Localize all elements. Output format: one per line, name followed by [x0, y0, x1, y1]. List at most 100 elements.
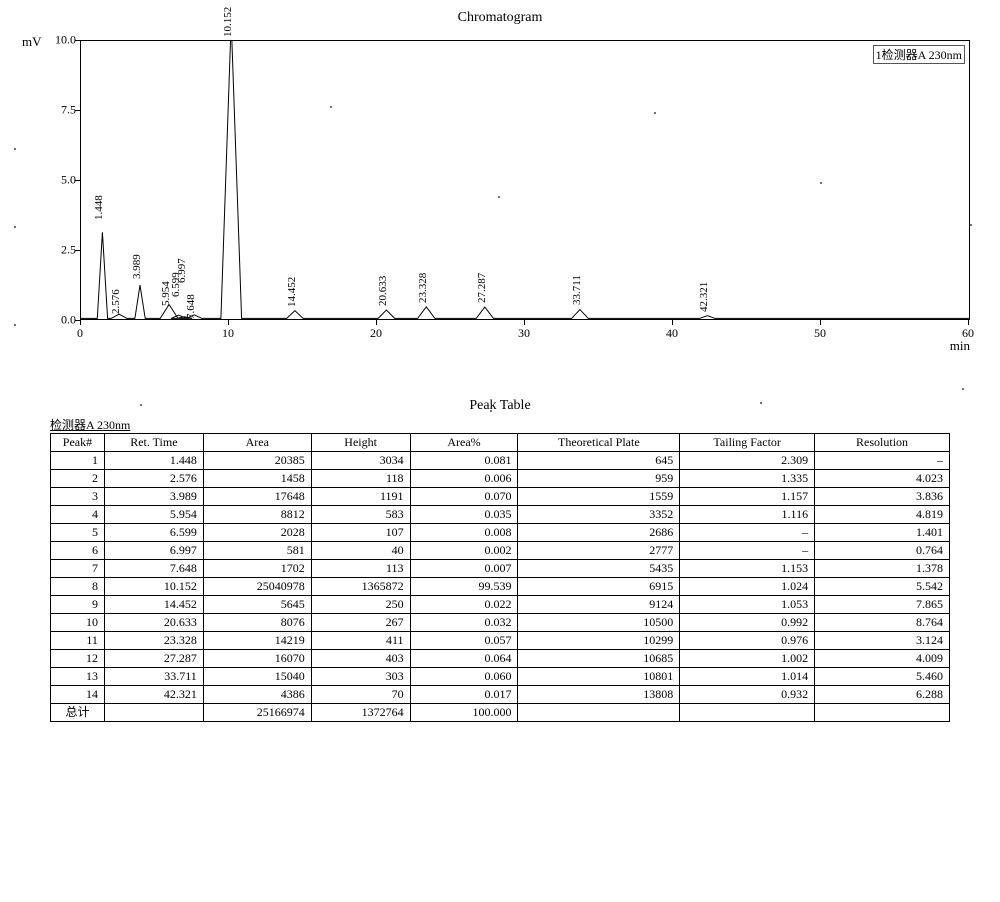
table-cell: 6.599 [104, 524, 203, 542]
table-cell: 99.539 [410, 578, 518, 596]
table-row: 66.997581400.0022777–0.764 [51, 542, 950, 560]
peak-label: 6.997 [176, 258, 188, 283]
table-cell: 14 [51, 686, 105, 704]
table-cell: 1.002 [680, 650, 815, 668]
table-cell: 42.321 [104, 686, 203, 704]
x-tick-label: 10 [222, 326, 234, 341]
table-cell: 0.057 [410, 632, 518, 650]
x-tick-label: 40 [666, 326, 678, 341]
table-cell: 2777 [518, 542, 680, 560]
table-cell: – [815, 452, 950, 470]
table-row: 1123.328142194110.057102990.9763.124 [51, 632, 950, 650]
table-cell: 250 [311, 596, 410, 614]
table-cell: 5645 [203, 596, 311, 614]
table-cell: 7.648 [104, 560, 203, 578]
table-cell: 6 [51, 542, 105, 560]
peak-table-title: Peak Table [20, 398, 980, 414]
x-tick-label: 20 [370, 326, 382, 341]
peak-label: 27.287 [476, 273, 488, 303]
scan-speck [14, 324, 16, 326]
table-cell: 1.153 [680, 560, 815, 578]
table-cell: 4.009 [815, 650, 950, 668]
table-cell: 583 [311, 506, 410, 524]
table-cell: 303 [311, 668, 410, 686]
col-header: Area% [410, 434, 518, 452]
table-cell: 25040978 [203, 578, 311, 596]
peak-label: 1.448 [93, 195, 105, 220]
table-cell: 645 [518, 452, 680, 470]
table-cell: 0.932 [680, 686, 815, 704]
x-tick-label: 30 [518, 326, 530, 341]
x-tick-label: 50 [814, 326, 826, 341]
table-cell: 0.976 [680, 632, 815, 650]
table-cell: 10.152 [104, 578, 203, 596]
table-cell: 0.032 [410, 614, 518, 632]
table-row: 914.45256452500.02291241.0537.865 [51, 596, 950, 614]
table-row: 1227.287160704030.064106851.0024.009 [51, 650, 950, 668]
table-cell: 581 [203, 542, 311, 560]
y-tick-label: 0.0 [40, 313, 76, 328]
table-cell: 1702 [203, 560, 311, 578]
table-cell: 40 [311, 542, 410, 560]
table-row: 11.4482038530340.0816452.309– [51, 452, 950, 470]
table-cell: 3.124 [815, 632, 950, 650]
col-header: Height [311, 434, 410, 452]
col-header: Theoretical Plate [518, 434, 680, 452]
table-cell: 1458 [203, 470, 311, 488]
scan-speck [330, 106, 332, 108]
scan-speck [14, 226, 16, 228]
col-header: Tailing Factor [680, 434, 815, 452]
table-cell: 0.070 [410, 488, 518, 506]
table-cell: 0.764 [815, 542, 950, 560]
scan-speck [490, 410, 492, 412]
table-cell: 1.053 [680, 596, 815, 614]
table-cell: 0.017 [410, 686, 518, 704]
col-header: Resolution [815, 434, 950, 452]
table-cell: 118 [311, 470, 410, 488]
table-row: 1333.711150403030.060108011.0145.460 [51, 668, 950, 686]
table-cell: 25166974 [203, 704, 311, 722]
table-cell: 1.116 [680, 506, 815, 524]
scan-speck [970, 224, 972, 226]
table-cell: 5.542 [815, 578, 950, 596]
table-cell: 113 [311, 560, 410, 578]
scan-speck [654, 112, 656, 114]
table-cell: 4.023 [815, 470, 950, 488]
table-cell: 6.997 [104, 542, 203, 560]
table-cell: 12 [51, 650, 105, 668]
plot-area: 1检测器A 230nm 1.4482.5763.9895.9546.5996.9… [80, 40, 970, 320]
table-cell: 0.081 [410, 452, 518, 470]
table-cell: 5 [51, 524, 105, 542]
table-row: 1442.3214386700.017138080.9326.288 [51, 686, 950, 704]
table-cell: 3.836 [815, 488, 950, 506]
table-cell: 10299 [518, 632, 680, 650]
peak-label: 7.648 [185, 294, 197, 319]
table-cell: 5435 [518, 560, 680, 578]
table-cell: 1.401 [815, 524, 950, 542]
table-cell: 1.448 [104, 452, 203, 470]
table-cell [680, 704, 815, 722]
total-label-cell: 总计 [51, 704, 105, 722]
y-tick-label: 2.5 [40, 243, 76, 258]
table-cell: 5.954 [104, 506, 203, 524]
table-cell: 0.002 [410, 542, 518, 560]
table-cell: 0.022 [410, 596, 518, 614]
table-cell: 1559 [518, 488, 680, 506]
table-cell: 0.008 [410, 524, 518, 542]
table-cell: 10801 [518, 668, 680, 686]
x-axis-unit: min [950, 338, 970, 354]
table-row: 56.59920281070.0082686–1.401 [51, 524, 950, 542]
table-cell: 20.633 [104, 614, 203, 632]
table-cell: 8 [51, 578, 105, 596]
table-row: 1020.63380762670.032105000.9928.764 [51, 614, 950, 632]
peak-label: 2.576 [110, 290, 122, 315]
peak-label: 3.989 [131, 254, 143, 279]
table-cell: 5.460 [815, 668, 950, 686]
table-cell: 267 [311, 614, 410, 632]
table-cell: 4.819 [815, 506, 950, 524]
table-cell: 10 [51, 614, 105, 632]
table-cell: 6.288 [815, 686, 950, 704]
table-cell [104, 704, 203, 722]
table-cell: 1365872 [311, 578, 410, 596]
table-cell: 3034 [311, 452, 410, 470]
